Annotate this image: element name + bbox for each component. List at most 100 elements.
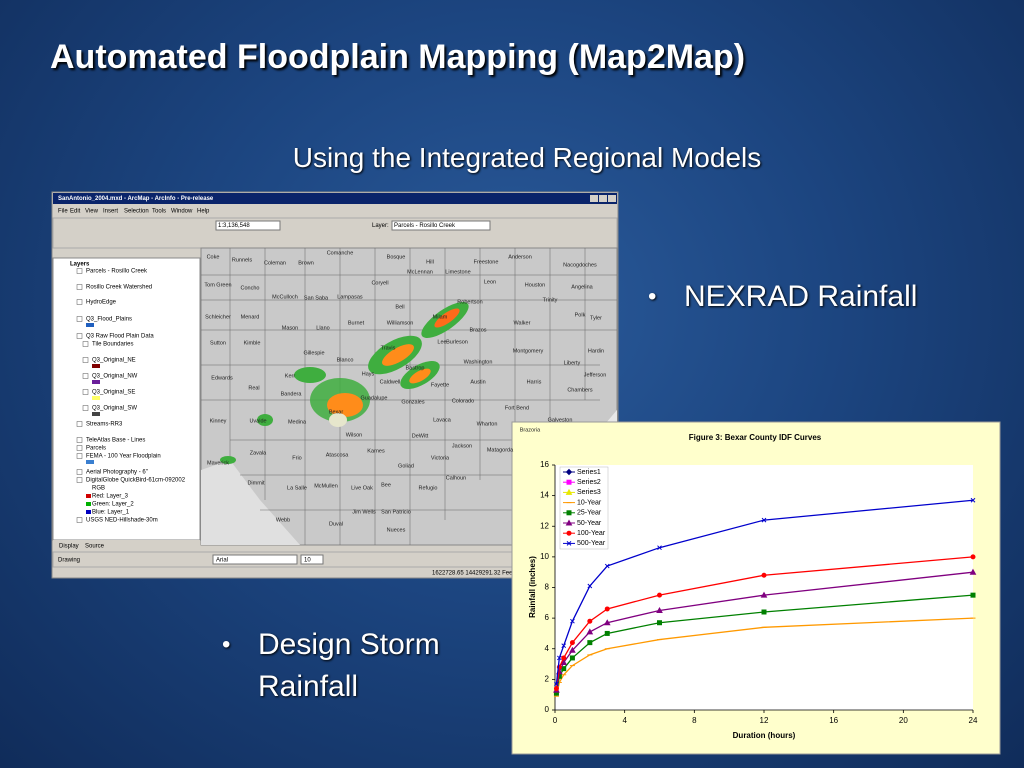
layer-value[interactable]: Parcels - Rosillo Creek — [394, 223, 456, 229]
county-label: Victoria — [431, 455, 450, 461]
county-label: Liberty — [564, 360, 581, 366]
county-label: Live Oak — [351, 485, 373, 491]
checkbox[interactable] — [76, 445, 83, 451]
legend-label: 100-Year — [577, 530, 606, 537]
county-label: Maverick — [207, 460, 229, 466]
checkbox[interactable] — [76, 469, 83, 475]
checkbox[interactable] — [82, 341, 89, 347]
county-label: Burleson — [446, 339, 468, 345]
menu-item[interactable]: Help — [197, 209, 210, 215]
county-label: Webb — [276, 517, 290, 523]
county-label: Montgomery — [513, 348, 544, 354]
checkbox[interactable] — [76, 437, 83, 443]
layer-name: Blue: Layer_1 — [92, 510, 130, 516]
menu-item[interactable]: Tools — [152, 209, 166, 215]
checkbox[interactable] — [76, 517, 83, 523]
marker — [604, 563, 610, 569]
mexico — [201, 460, 300, 545]
county-label: Chambers — [567, 387, 593, 393]
checkbox[interactable] — [76, 268, 83, 274]
tab[interactable]: Source — [85, 544, 105, 550]
font-size[interactable]: 10 — [304, 558, 311, 564]
drawing-menu[interactable]: Drawing — [58, 558, 80, 564]
county-label: Lavaca — [433, 417, 452, 423]
marker — [657, 545, 662, 551]
county-label: Brown — [298, 260, 314, 266]
marker — [561, 666, 567, 672]
county-label: San Patricio — [381, 509, 411, 515]
checkbox[interactable] — [82, 357, 89, 363]
county-label: Bee — [381, 482, 391, 488]
scale-text[interactable]: 1:3,136,548 — [218, 223, 250, 229]
checkbox[interactable] — [82, 405, 89, 411]
marker — [569, 646, 576, 653]
county-label: Bosque — [387, 254, 406, 260]
checkbox[interactable] — [76, 453, 83, 459]
close-button[interactable] — [608, 195, 616, 202]
county-label: Anderson — [508, 254, 532, 260]
county-label: Brazoria — [520, 427, 541, 433]
layer-swatch — [86, 323, 94, 327]
font-box[interactable] — [212, 554, 298, 565]
county-label: Guadalupe — [361, 395, 388, 401]
marker — [565, 468, 573, 476]
marker — [566, 530, 572, 536]
bullet: Design Storm Rainfall — [222, 624, 488, 708]
county-label: Sutton — [210, 340, 226, 346]
marker — [561, 643, 567, 649]
min-button[interactable] — [590, 195, 598, 202]
layer-name: Rosillo Creek Watershed — [86, 285, 152, 291]
menu-item[interactable]: Insert — [103, 209, 118, 215]
layer-swatch — [92, 396, 100, 400]
layer-box[interactable] — [391, 220, 491, 231]
toolbar — [52, 217, 618, 249]
checkbox[interactable] — [76, 421, 83, 427]
checkbox[interactable] — [76, 316, 83, 322]
checkbox[interactable] — [76, 477, 83, 483]
county-label: Caldwell — [380, 379, 401, 385]
county-label: Leon — [484, 279, 496, 285]
county-label: Bastrop — [406, 365, 425, 371]
menu-item[interactable]: View — [85, 209, 99, 215]
county-label: Dimmit — [247, 480, 265, 486]
layer-swatch — [86, 460, 94, 464]
size-box[interactable] — [300, 554, 324, 565]
marker — [565, 519, 573, 526]
checkbox[interactable] — [76, 284, 83, 290]
marker — [554, 681, 559, 687]
checkbox[interactable] — [82, 373, 89, 379]
county-label: Frio — [292, 455, 301, 461]
checkbox[interactable] — [76, 333, 83, 339]
x-tick-label: 24 — [969, 716, 978, 725]
county-label: Duval — [329, 521, 343, 527]
marker — [553, 686, 559, 692]
county-label: McMullen — [314, 483, 338, 489]
county-label: Washington — [464, 359, 493, 365]
x-tick-label: 0 — [553, 716, 558, 725]
tab[interactable]: Display — [59, 544, 79, 550]
county-label: Angelina — [571, 284, 593, 290]
county-label: Comanche — [327, 250, 354, 256]
county-label: Schleicher — [205, 314, 231, 320]
menu-item[interactable]: Selection — [124, 209, 149, 215]
max-button[interactable] — [599, 195, 607, 202]
county-label: McLennan — [407, 269, 433, 275]
scale-box[interactable] — [215, 220, 281, 231]
menu-item[interactable]: File — [58, 209, 68, 215]
font-text[interactable]: Arial — [216, 558, 228, 564]
county-label: Walker — [514, 320, 531, 326]
county-label: Nacogdoches — [563, 262, 597, 268]
marker — [566, 479, 572, 485]
legend-label: 500-Year — [577, 540, 606, 547]
layer-name: USGS NED-Hillshade-30m — [86, 518, 158, 524]
county-lines — [201, 248, 617, 545]
x-tick-label: 16 — [829, 716, 838, 725]
menu-item[interactable]: Window — [171, 209, 193, 215]
county-label: Concho — [241, 285, 260, 291]
checkbox[interactable] — [76, 299, 83, 305]
county-label: Trinity — [543, 297, 558, 303]
county-label: Medina — [288, 419, 307, 425]
checkbox[interactable] — [82, 389, 89, 395]
menu-item[interactable]: Edit — [70, 209, 81, 215]
